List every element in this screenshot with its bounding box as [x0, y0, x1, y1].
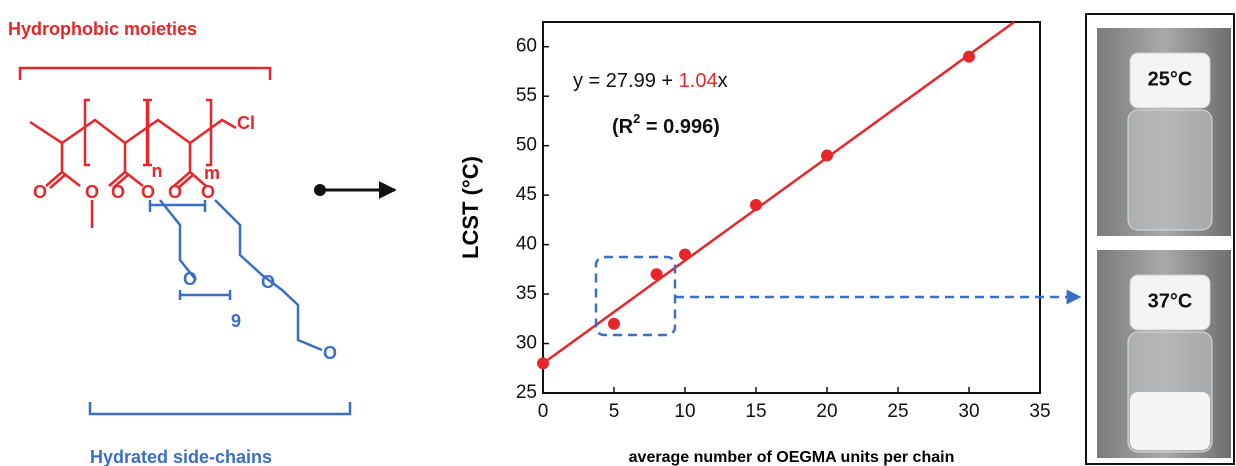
y-tick-label: 25: [516, 382, 537, 403]
temperature-label: 37°C: [1148, 290, 1193, 312]
atom-label: O: [33, 182, 47, 202]
atom-label: O: [168, 182, 182, 202]
point: [537, 357, 549, 370]
y-tick-label: 60: [516, 36, 537, 57]
atom-label: O: [323, 343, 337, 363]
point: [608, 317, 620, 330]
vial-body: [1127, 109, 1213, 231]
x-axis-label: average number of OEGMA units per chain: [629, 449, 955, 466]
point: [650, 268, 663, 281]
r-squared-part: (R: [612, 116, 634, 138]
equation-part: 1.04: [679, 70, 718, 92]
plot-frame: [542, 21, 1041, 394]
atom-label: O: [201, 182, 215, 202]
bracket: [18, 66, 272, 80]
point: [750, 199, 762, 212]
y-tick-label: 30: [516, 333, 537, 354]
r-squared-part: = 0.996): [640, 116, 720, 138]
top-label: Hydrophobic moieties: [8, 19, 197, 39]
y-tick-label: 40: [516, 234, 537, 255]
atom-label: 9: [231, 311, 241, 331]
y-tick-label: 50: [516, 135, 537, 156]
atom-label: Cl: [237, 113, 255, 133]
x-tick-label: 20: [816, 401, 837, 422]
atom-label: m: [204, 163, 220, 183]
point: [821, 149, 833, 162]
atom-label: O: [85, 182, 99, 202]
y-tick-label: 35: [516, 283, 537, 304]
atom-label: O: [183, 269, 197, 289]
y-tick-label: 45: [516, 184, 537, 205]
point: [963, 50, 975, 63]
atom-label: O: [141, 182, 155, 202]
x-tick-label: 30: [958, 401, 979, 422]
atom-label: O: [111, 182, 125, 202]
y-axis-label: LCST (°C): [458, 156, 483, 259]
temperature-label: 25°C: [1148, 68, 1193, 90]
r-squared: (R2 = 0.996): [612, 111, 720, 138]
bottom-label: Hydrated side-chains: [90, 447, 272, 466]
photo-frame: [1085, 13, 1235, 465]
y-tick-label: 55: [516, 85, 537, 106]
equation-part: y = 27.99 +: [573, 70, 679, 92]
x-tick-label: 25: [887, 401, 908, 422]
atom-label: n: [152, 161, 163, 181]
equation-part: x: [718, 70, 728, 92]
atom-label: O: [261, 272, 275, 292]
x-tick-label: 10: [674, 401, 695, 422]
vial-cap: [1129, 274, 1211, 331]
polymer-backbone: [29, 98, 237, 228]
vial-cap: [1129, 52, 1211, 109]
x-tick-label: 5: [609, 401, 620, 422]
fit-line: [542, 20, 1015, 365]
fit-equation: y = 27.99 + 1.04x: [573, 70, 728, 92]
x-tick-label: 35: [1029, 401, 1050, 422]
x-tick-label: 15: [745, 401, 766, 422]
point: [679, 248, 691, 261]
vial-contents: [1130, 392, 1210, 450]
x-tick-label: 0: [538, 401, 549, 422]
r-squared-part: 2: [633, 111, 640, 126]
side-chains: [88, 199, 352, 416]
